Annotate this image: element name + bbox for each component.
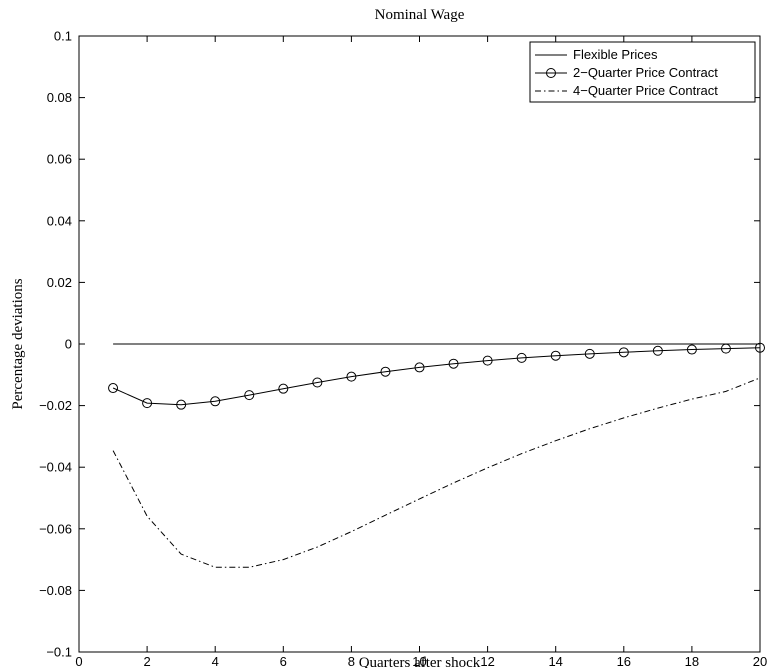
data-point-marker (652, 345, 663, 356)
series-4-quarter-price-contract (112, 377, 761, 568)
data-point-marker (380, 366, 391, 377)
x-axis-label: Quarters after shock (359, 655, 481, 668)
data-point-marker (755, 342, 765, 353)
legend-label-flexible-prices: Flexible Prices (573, 47, 658, 62)
data-point-marker (584, 348, 595, 359)
data-point-marker (244, 390, 255, 401)
legend-label-4-quarter: 4−Quarter Price Contract (573, 83, 718, 98)
x-tick-label: 8 (348, 654, 355, 668)
x-tick-label: 2 (143, 654, 150, 668)
series-2-quarter-price-contract (112, 347, 761, 406)
y-tick-label: −0.1 (46, 645, 72, 660)
data-point-marker (210, 396, 221, 407)
x-tick-label: 20 (753, 654, 767, 668)
legend-box (529, 41, 756, 103)
y-tick-label: −0.04 (39, 460, 72, 475)
y-tick-label: 0 (65, 337, 72, 352)
y-tick-label: −0.02 (39, 398, 72, 413)
x-tick-label: 18 (685, 654, 699, 668)
data-point-marker (108, 383, 119, 394)
x-tick-label: 14 (548, 654, 562, 668)
y-tick-label: 0.08 (47, 90, 72, 105)
data-point-marker (278, 383, 289, 394)
x-axis-ticks: 0 2 4 6 8 10 12 14 16 18 20 (75, 36, 767, 668)
legend: Flexible Prices 2−Quarter Price Contract… (529, 41, 756, 103)
data-point-marker (346, 371, 357, 382)
data-point-marker (618, 347, 629, 358)
x-tick-label: 10 (412, 654, 426, 668)
x-tick-label: 12 (480, 654, 494, 668)
data-point-marker (550, 350, 561, 361)
x-tick-label: 4 (212, 654, 219, 668)
data-point-marker (720, 343, 731, 354)
y-tick-label: 0.02 (47, 275, 72, 290)
y-tick-label: 0.1 (54, 29, 72, 44)
y-tick-label: −0.08 (39, 583, 72, 598)
data-point-marker (482, 355, 493, 366)
data-point-marker (686, 344, 697, 355)
x-tick-label: 0 (75, 654, 82, 668)
data-point-marker (176, 399, 187, 410)
y-tick-label: 0.06 (47, 152, 72, 167)
legend-label-2-quarter: 2−Quarter Price Contract (573, 65, 718, 80)
chart-title: Nominal Wage (375, 7, 465, 23)
y-axis-label: Percentage deviations (10, 278, 26, 409)
y-axis-ticks: 0.1 0.08 0.06 0.04 0.02 0 −0.02 −0.04 −0.06 −0.08… (39, 29, 760, 660)
legend-marker-2-quarter (546, 68, 556, 78)
data-point-marker (414, 362, 425, 373)
data-point-marker (516, 352, 527, 363)
y-tick-label: −0.06 (39, 521, 72, 536)
y-tick-label: 0.04 (47, 213, 72, 228)
x-tick-label: 6 (280, 654, 287, 668)
data-point-marker (142, 398, 153, 409)
data-point-marker (312, 377, 323, 388)
data-point-marker (448, 358, 459, 369)
x-tick-label: 16 (617, 654, 631, 668)
series-layer (108, 342, 765, 568)
